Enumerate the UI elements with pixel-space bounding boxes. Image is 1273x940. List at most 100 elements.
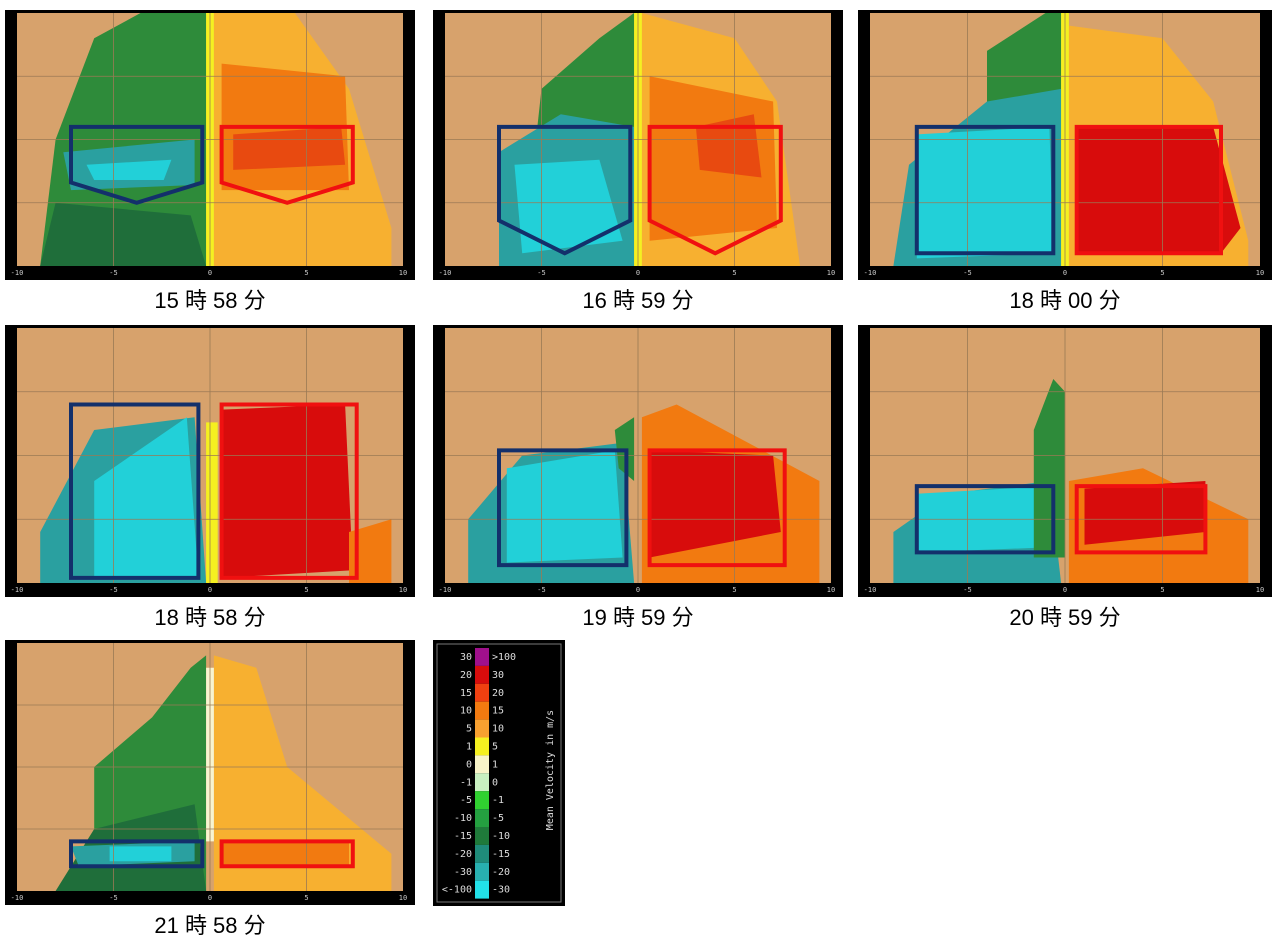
velocity-region (917, 127, 1054, 259)
legend-swatch (475, 827, 489, 845)
x-tick-label: -10 (439, 269, 452, 277)
legend-left-label: -5 (460, 795, 472, 806)
x-tick-label: -5 (537, 269, 545, 277)
panel-caption: 19 時 59 分 (582, 605, 693, 630)
x-tick-label: 0 (208, 894, 212, 902)
velocity-region (206, 422, 218, 583)
legend-swatch (475, 881, 489, 899)
legend-swatch (475, 702, 489, 720)
x-tick-label: 10 (399, 269, 407, 277)
legend-left-label: 30 (460, 652, 472, 663)
legend-right-label: -1 (492, 795, 504, 806)
radar-panel: -10 -5 0 5 10 15 時 58 分 (5, 10, 415, 313)
radar-panel: -10 -5 0 5 10 18 時 58 分 (5, 325, 415, 630)
legend-right-label: -30 (492, 885, 510, 896)
x-tick-label: -5 (109, 894, 117, 902)
x-tick-label: 0 (1063, 586, 1067, 594)
x-tick-label: -5 (963, 586, 971, 594)
legend-swatch (475, 648, 489, 666)
x-tick-label: 5 (304, 269, 308, 277)
legend-left-label: 5 (466, 724, 472, 735)
velocity-region (1077, 127, 1241, 253)
radar-panel: -10 -5 0 5 10 18 時 00 分 (858, 10, 1272, 313)
legend-right-label: 1 (492, 759, 498, 770)
figure: -10-5051015 時 58 分-10-5051016 時 59 分-10-… (0, 0, 1273, 940)
legend-left-label: 1 (466, 741, 472, 752)
legend-left-label: 20 (460, 670, 472, 681)
x-tick-label: 5 (304, 894, 308, 902)
x-tick-label: 0 (208, 269, 212, 277)
radar-panel: -10 -5 0 5 10 20 時 59 分 (858, 325, 1272, 630)
velocity-region (222, 841, 349, 866)
legend-left-label: 0 (466, 759, 472, 770)
x-tick-label: -10 (11, 269, 24, 277)
x-tick-label: 5 (732, 269, 736, 277)
legend-swatch (475, 738, 489, 756)
legend-right-label: -15 (492, 849, 510, 860)
legend-swatch (475, 809, 489, 827)
legend-left-label: -30 (454, 867, 472, 878)
x-tick-label: 0 (208, 586, 212, 594)
legend-right-label: 15 (492, 706, 504, 717)
legend-left-label: 10 (460, 706, 472, 717)
legend-swatch (475, 684, 489, 702)
x-tick-label: 10 (827, 269, 835, 277)
velocity-region (233, 127, 345, 170)
x-tick-label: 10 (399, 586, 407, 594)
legend-right-label: 20 (492, 688, 504, 699)
legend-right-label: 5 (492, 741, 498, 752)
x-tick-label: 5 (732, 586, 736, 594)
x-tick-label: 0 (636, 586, 640, 594)
x-tick-label: -10 (439, 586, 452, 594)
x-tick-label: 10 (1256, 269, 1264, 277)
radar-panel: -10 -5 0 5 10 16 時 59 分 (433, 10, 843, 313)
radar-panel: -10-5051021 時 58 分 (5, 640, 415, 938)
legend-swatch (475, 755, 489, 773)
x-tick-label: 0 (1063, 269, 1067, 277)
legend-left-label: -15 (454, 831, 472, 842)
panel-caption: 15 時 58 分 (154, 288, 265, 313)
radar-panel: -10 -5 0 5 10 19 時 59 分 (433, 325, 843, 630)
velocity-region (507, 450, 623, 562)
x-tick-label: -5 (109, 586, 117, 594)
x-tick-label: -10 (11, 586, 24, 594)
legend-right-label: 0 (492, 777, 498, 788)
x-tick-label: 5 (304, 586, 308, 594)
legend-right-label: 10 (492, 724, 504, 735)
panel-caption: 18 時 58 分 (154, 605, 265, 630)
legend-title: Mean Velocity in m/s (545, 710, 556, 830)
legend-left-label: -10 (454, 813, 472, 824)
legend-swatch (475, 720, 489, 738)
x-tick-label: -10 (864, 586, 877, 594)
panel-caption: 20 時 59 分 (1009, 605, 1120, 630)
x-tick-label: 5 (1160, 269, 1164, 277)
legend-left-label: -1 (460, 777, 472, 788)
x-tick-label: 0 (636, 269, 640, 277)
x-tick-label: -5 (963, 269, 971, 277)
legend-right-label: -5 (492, 813, 504, 824)
x-tick-label: -10 (864, 269, 877, 277)
legend-swatch (475, 773, 489, 791)
legend-left-label: <-100 (442, 885, 472, 896)
x-tick-label: -5 (109, 269, 117, 277)
velocity-region (222, 405, 353, 578)
legend-right-label: >100 (492, 652, 516, 663)
x-tick-label: 5 (1160, 586, 1164, 594)
legend-left-label: 15 (460, 688, 472, 699)
x-tick-label: 10 (827, 586, 835, 594)
panel-caption: 16 時 59 分 (582, 288, 693, 313)
x-tick-label: -5 (537, 586, 545, 594)
legend-right-label: -10 (492, 831, 510, 842)
legend-swatch (475, 666, 489, 684)
x-tick-label: 10 (1256, 586, 1264, 594)
legend-right-label: 30 (492, 670, 504, 681)
panel-caption: 21 時 58 分 (154, 913, 265, 938)
panel-caption: 18 時 00 分 (1009, 288, 1120, 313)
legend-left-label: -20 (454, 849, 472, 860)
legend-swatch (475, 863, 489, 881)
legend-swatch (475, 845, 489, 863)
legend-swatch (475, 791, 489, 809)
legend-right-label: -20 (492, 867, 510, 878)
velocity-region (110, 846, 172, 861)
